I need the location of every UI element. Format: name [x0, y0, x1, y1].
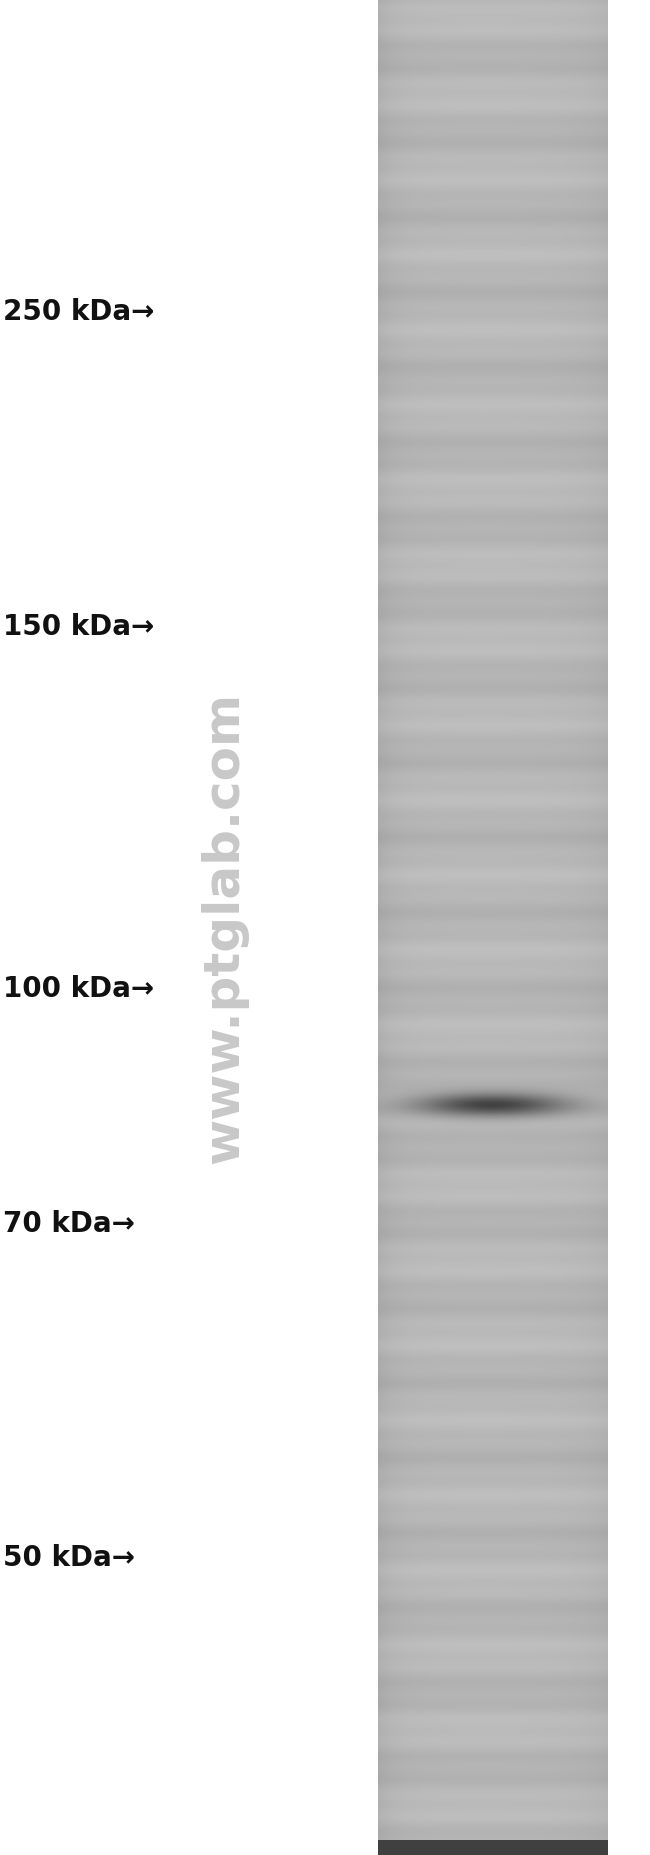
Text: 250 kDa→: 250 kDa→	[3, 297, 155, 326]
Text: 70 kDa→: 70 kDa→	[3, 1209, 135, 1239]
Text: 100 kDa→: 100 kDa→	[3, 974, 155, 1004]
Text: 50 kDa→: 50 kDa→	[3, 1543, 135, 1573]
Text: www.ptglab.com: www.ptglab.com	[200, 692, 248, 1163]
Text: 150 kDa→: 150 kDa→	[3, 612, 155, 642]
Bar	[378, 1840, 608, 1855]
